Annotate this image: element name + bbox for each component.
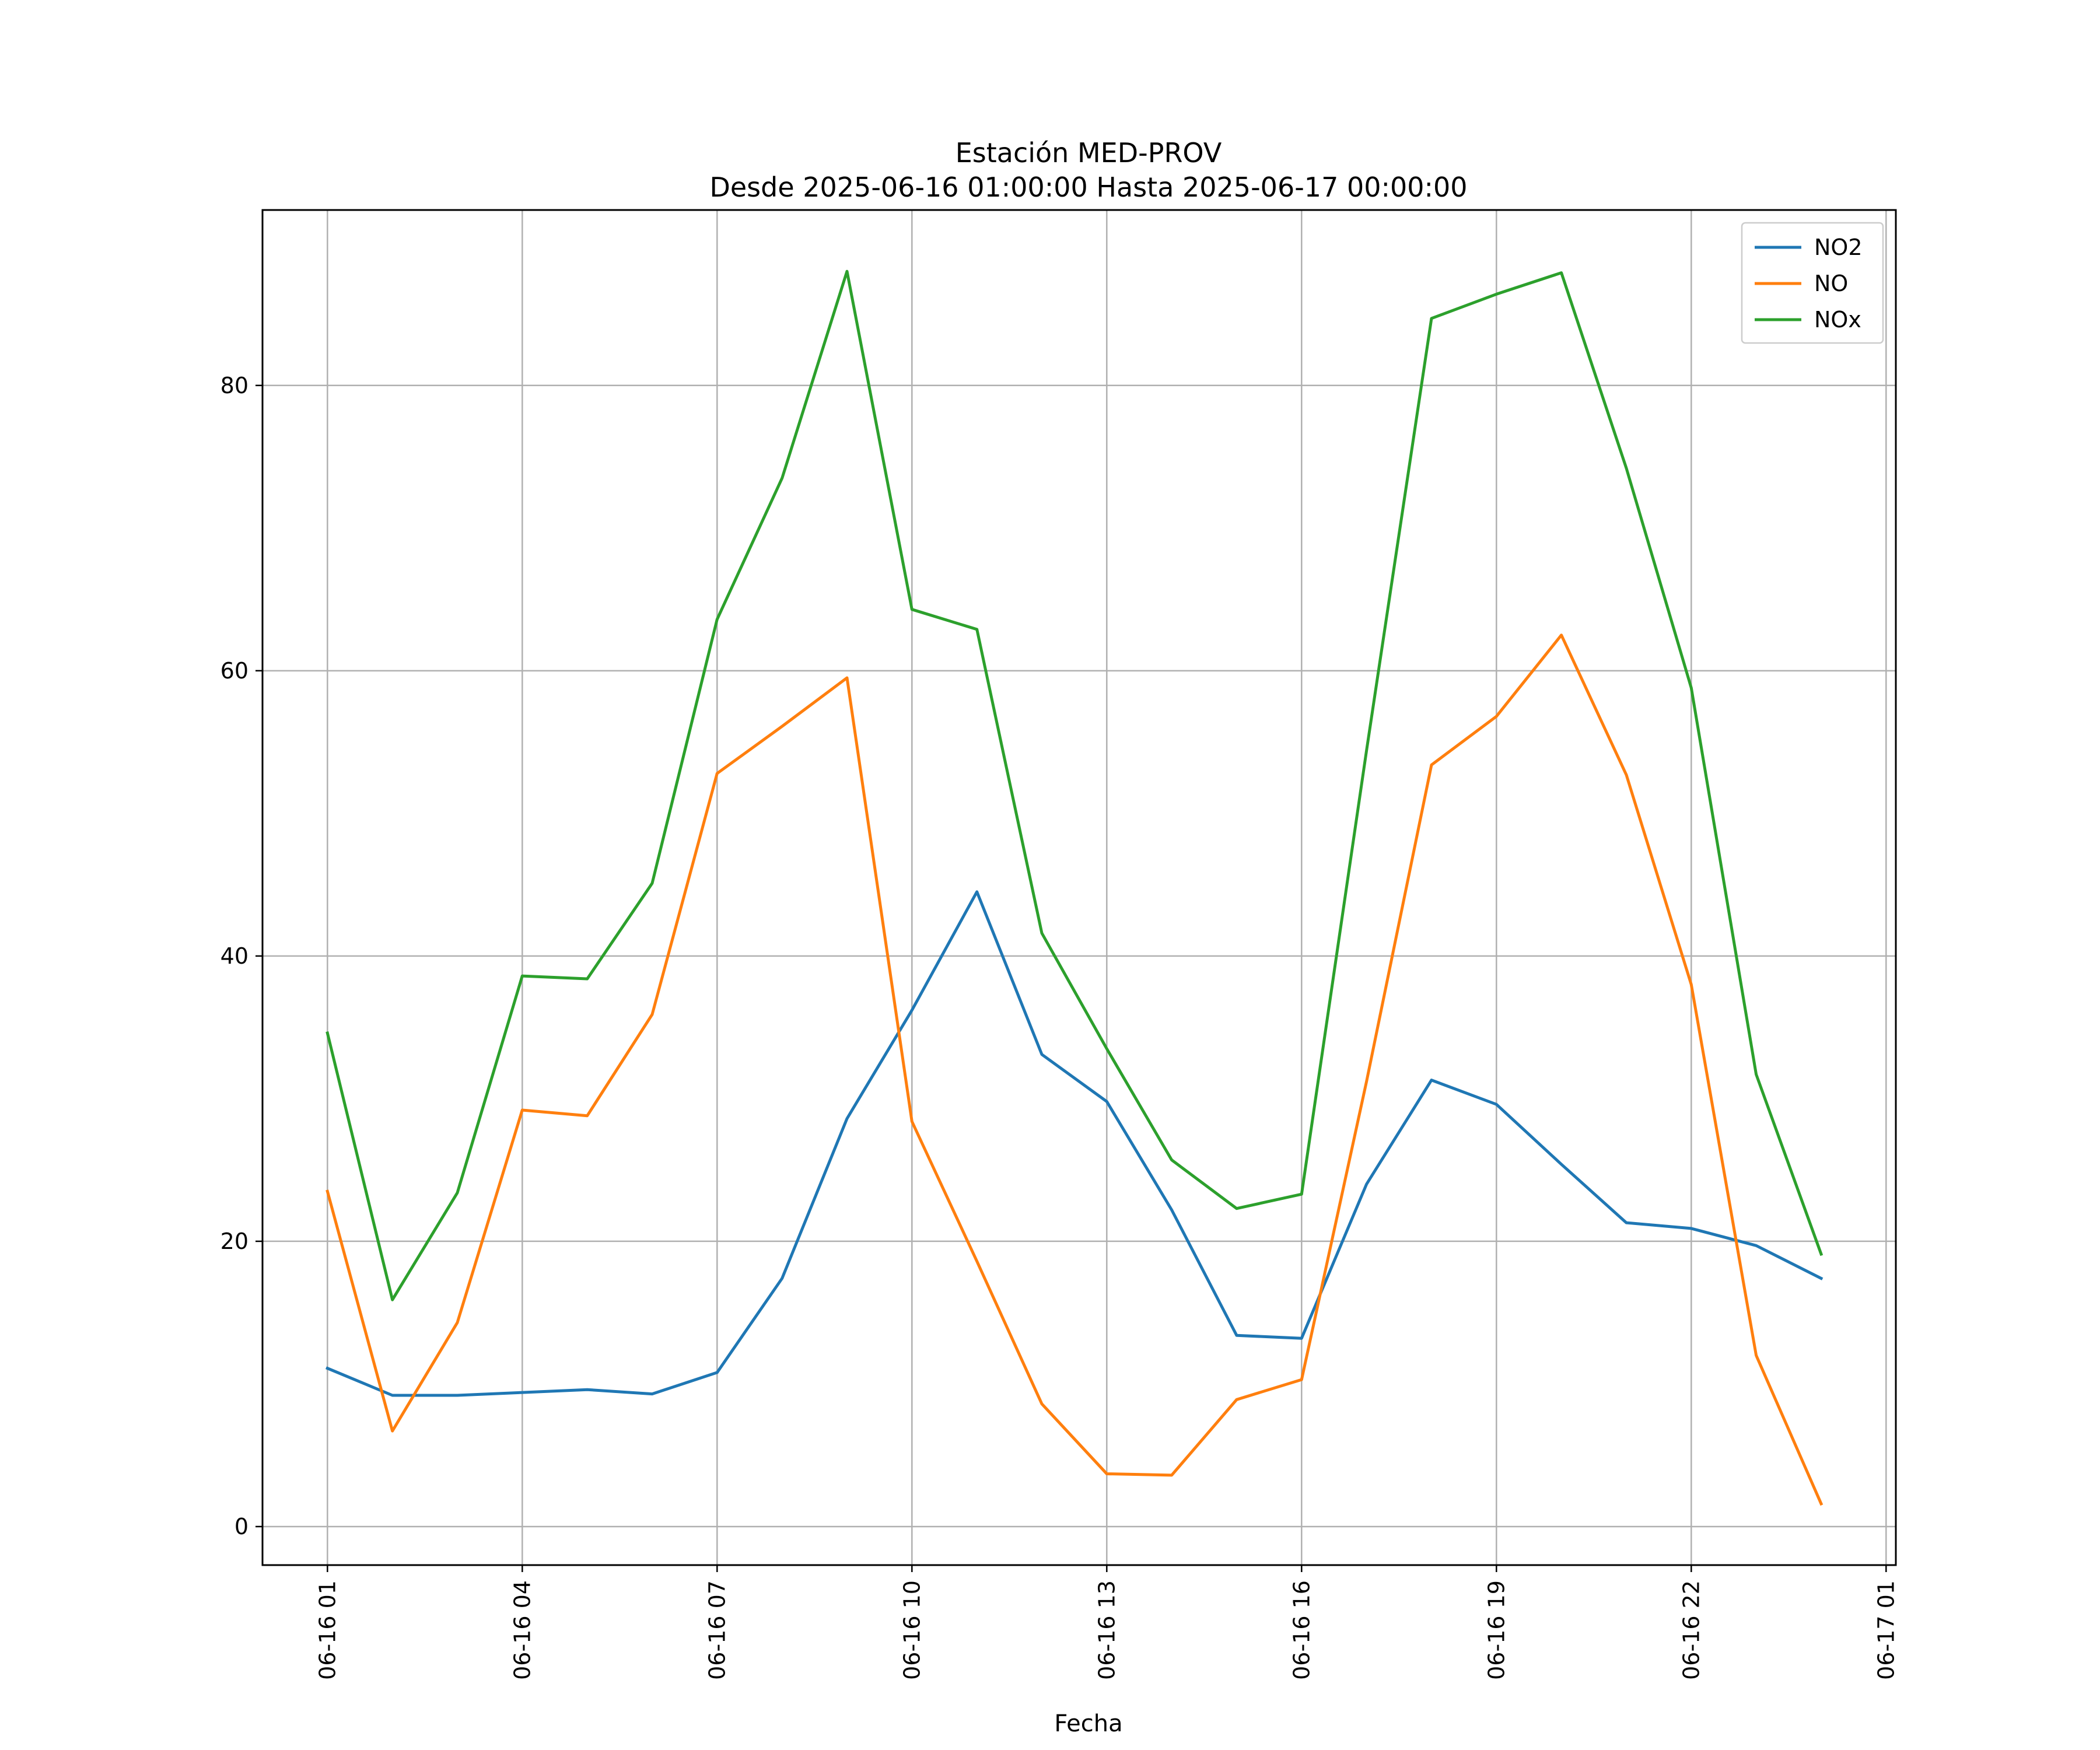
x-tick-label: 06-16 13 [1094, 1580, 1119, 1680]
series-nox [326, 270, 1824, 1301]
y-tick-label: 0 [235, 1514, 249, 1539]
chart-subtitle: Desde 2025-06-16 01:00:00 Hasta 2025-06-… [709, 172, 1467, 203]
series-line-no2 [326, 890, 1824, 1397]
x-tick-label: 06-16 16 [1289, 1580, 1314, 1680]
grid [262, 210, 1896, 1565]
y-tick-label: 80 [220, 373, 249, 398]
y-tick-label: 40 [220, 943, 249, 969]
plot-series [326, 270, 1824, 1506]
legend-label: NO [1814, 271, 1848, 296]
legend-label: NO2 [1814, 235, 1863, 260]
series-no2 [326, 890, 1824, 1397]
plot-area-frame [261, 209, 1897, 1566]
x-axis-label: Fecha [1054, 1710, 1122, 1737]
legend-item-no: NO [1755, 271, 1848, 296]
legend-item-no2: NO2 [1755, 235, 1863, 260]
axes: 06-16 01 06-16 04 06-16 07 06-16 10 06-16 13… [220, 373, 1899, 1680]
chart-title: Estación MED-PROV [956, 137, 1222, 169]
legend-item-nox: NOx [1755, 307, 1861, 332]
x-tick-label: 06-16 04 [509, 1580, 535, 1680]
y-tick-label: 60 [220, 658, 249, 684]
series-no [326, 634, 1824, 1506]
y-tick-label: 20 [220, 1228, 249, 1254]
x-tick-label: 06-16 22 [1678, 1580, 1704, 1680]
x-tick-label: 06-16 07 [704, 1580, 730, 1680]
legend-label: NOx [1814, 307, 1861, 332]
x-tick-label: 06-17 01 [1873, 1580, 1899, 1680]
x-tick-label: 06-16 10 [899, 1580, 925, 1680]
x-tick-label: 06-16 19 [1483, 1580, 1509, 1680]
series-line-no [326, 634, 1824, 1506]
x-tick-label: 06-16 01 [314, 1580, 340, 1680]
legend-box [1741, 222, 1884, 344]
legend: NO2 NO NOx [1741, 222, 1884, 344]
series-line-nox [326, 270, 1824, 1301]
